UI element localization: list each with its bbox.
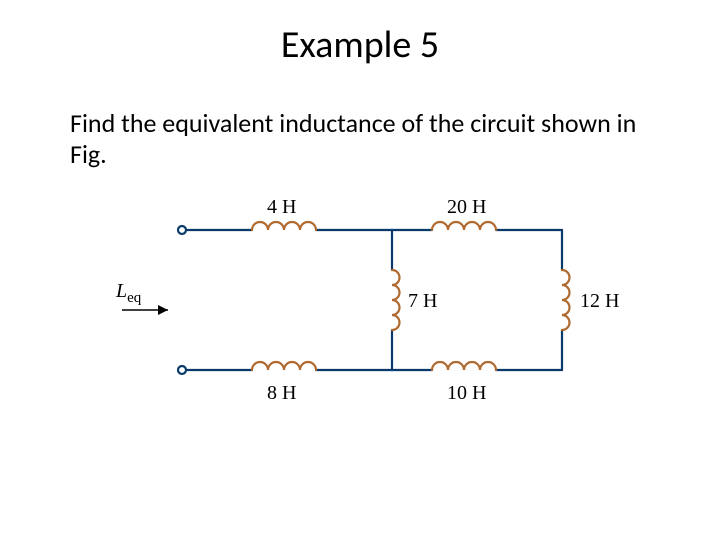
label-l5: 8 H bbox=[267, 382, 296, 405]
label-l2: 20 H bbox=[447, 196, 486, 219]
label-l3: 7 H bbox=[408, 290, 437, 313]
label-l4: 12 H bbox=[580, 290, 619, 313]
slide: Example 5 Find the equivalent inductance… bbox=[0, 0, 720, 540]
label-l6: 10 H bbox=[447, 382, 486, 405]
circuit-svg bbox=[122, 190, 622, 410]
circuit-diagram: 4 H 20 H 7 H 12 H 8 H 10 H Leq bbox=[122, 190, 622, 410]
label-l1: 4 H bbox=[267, 196, 296, 219]
slide-title: Example 5 bbox=[0, 22, 720, 68]
leq-label: Leq bbox=[116, 280, 141, 307]
problem-statement: Find the equivalent inductance of the ci… bbox=[70, 108, 650, 170]
